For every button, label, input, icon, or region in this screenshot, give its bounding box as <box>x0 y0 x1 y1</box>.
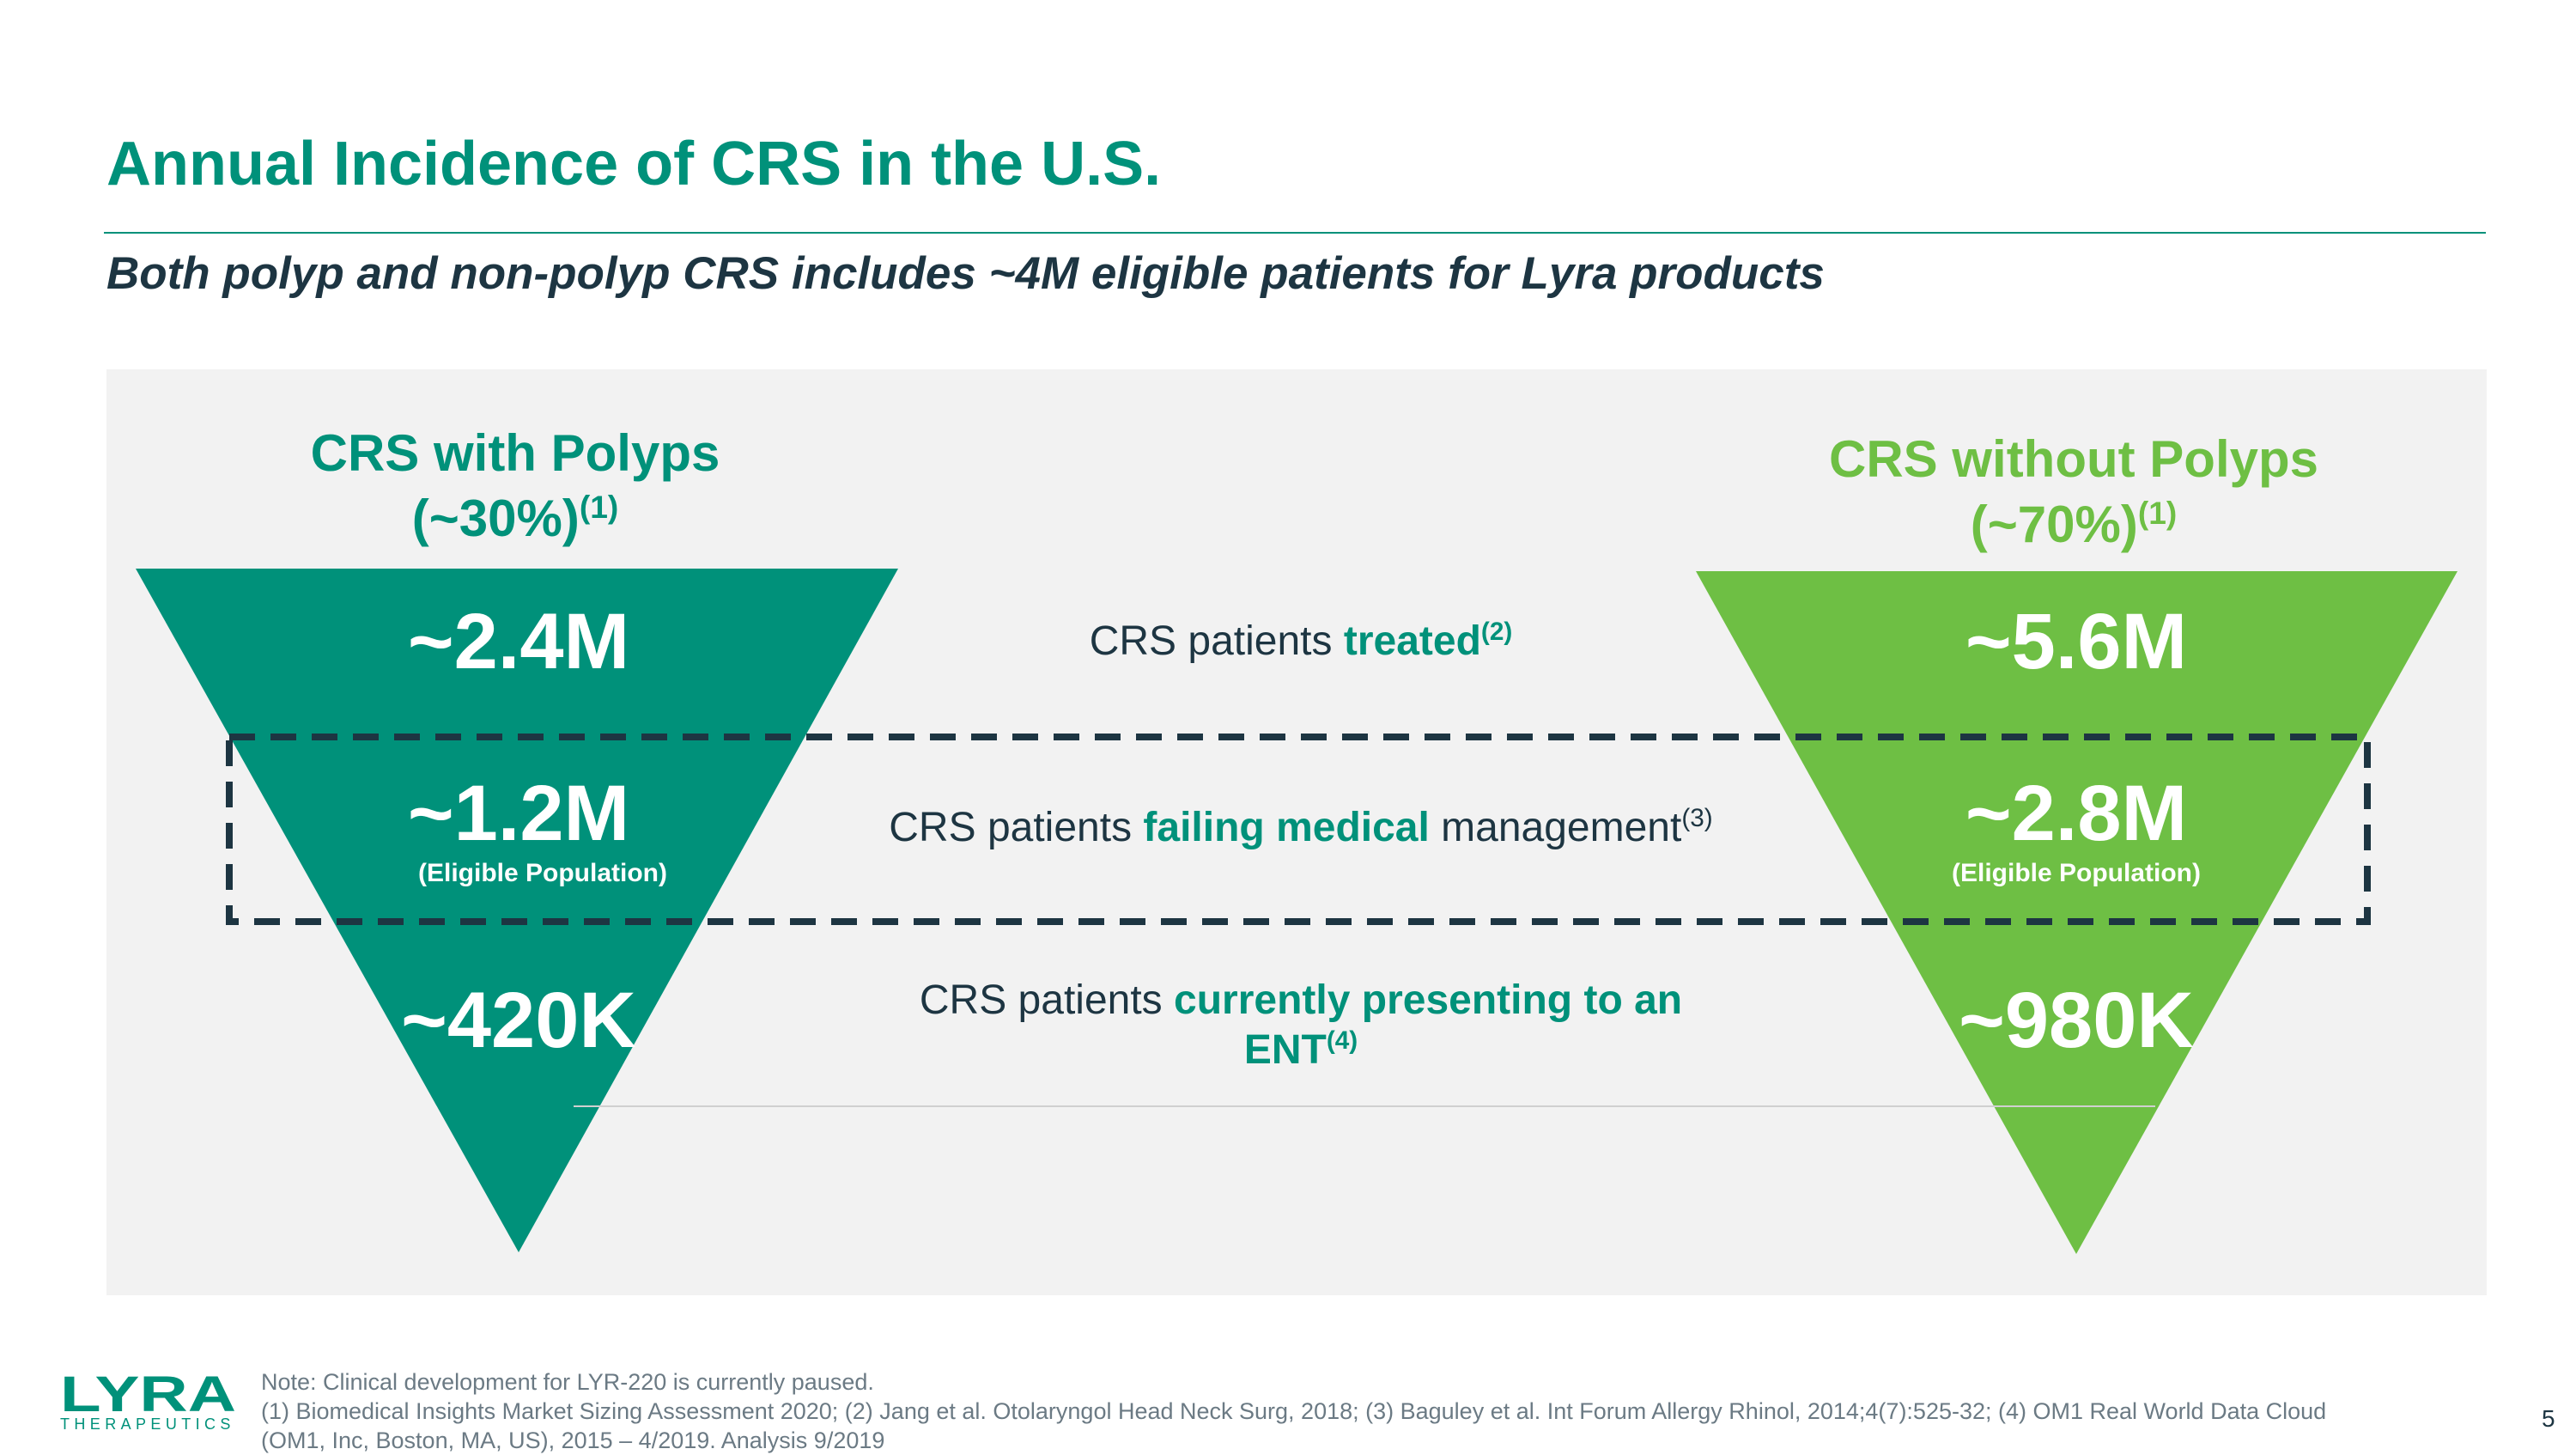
failing-row-label: CRS patients failing medical management(… <box>889 804 1713 850</box>
treated-row-label: CRS patients treated(2) <box>1089 618 1513 664</box>
left-share-ref: (1) <box>579 489 619 525</box>
left-treated-value: ~2.4M <box>407 598 630 685</box>
right-failing-value: ~2.8M <box>1965 770 2188 857</box>
references-line-1: (1) Biomedical Insights Market Sizing As… <box>261 1398 2327 1424</box>
right-eligible-label: (Eligible Population) <box>1952 859 2201 887</box>
page-title: Annual Incidence of CRS in the U.S. <box>106 130 1162 198</box>
left-failing-value: ~1.2M <box>407 770 630 857</box>
ent-row-label: CRS patients currently presenting to an … <box>919 977 1683 1073</box>
lyra-logo-subtitle: THERAPEUTICS <box>60 1415 235 1433</box>
title-divider <box>104 232 2486 234</box>
left-funnel-heading: CRS with Polyps (~30%)(1) <box>258 421 773 551</box>
eligible-population-box <box>226 734 2371 925</box>
lyra-logo-wordmark: LYRA <box>60 1370 236 1415</box>
page-subtitle: Both polyp and non-polyp CRS includes ~4… <box>106 248 1825 299</box>
left-ent-value: ~420K <box>401 977 636 1064</box>
left-share: (~30%)(1) <box>411 489 619 547</box>
clinical-note: Note: Clinical development for LYR-220 i… <box>261 1369 874 1395</box>
ent-ref: (4) <box>1326 1026 1358 1055</box>
right-ent-value: ~980K <box>1959 977 2194 1064</box>
references-line-2: (OM1, Inc, Boston, MA, US), 2015 – 4/201… <box>261 1428 885 1453</box>
right-share-ref: (1) <box>2137 495 2178 531</box>
right-funnel-heading: CRS without Polyps (~70%)(1) <box>1730 427 2417 557</box>
right-share: (~70%)(1) <box>1970 495 2178 553</box>
left-eligible-label: (Eligible Population) <box>418 859 667 887</box>
right-funnel-triangle <box>1696 571 2458 1254</box>
left-heading-label: CRS with Polyps <box>310 424 720 482</box>
right-treated-value: ~5.6M <box>1965 598 2188 685</box>
lyra-logo: LYRA <box>60 1370 236 1415</box>
footnotes: Note: Clinical development for LYR-220 i… <box>261 1367 2326 1455</box>
treated-ref: (2) <box>1480 618 1513 646</box>
right-heading-label: CRS without Polyps <box>1829 430 2318 488</box>
page-number: 5 <box>2542 1405 2555 1432</box>
failing-ref: (3) <box>1681 804 1713 832</box>
failing-highlight: failing medical <box>1143 805 1430 850</box>
ent-highlight: currently presenting to an ENT <box>1174 977 1683 1073</box>
treated-highlight: treated <box>1343 618 1481 664</box>
